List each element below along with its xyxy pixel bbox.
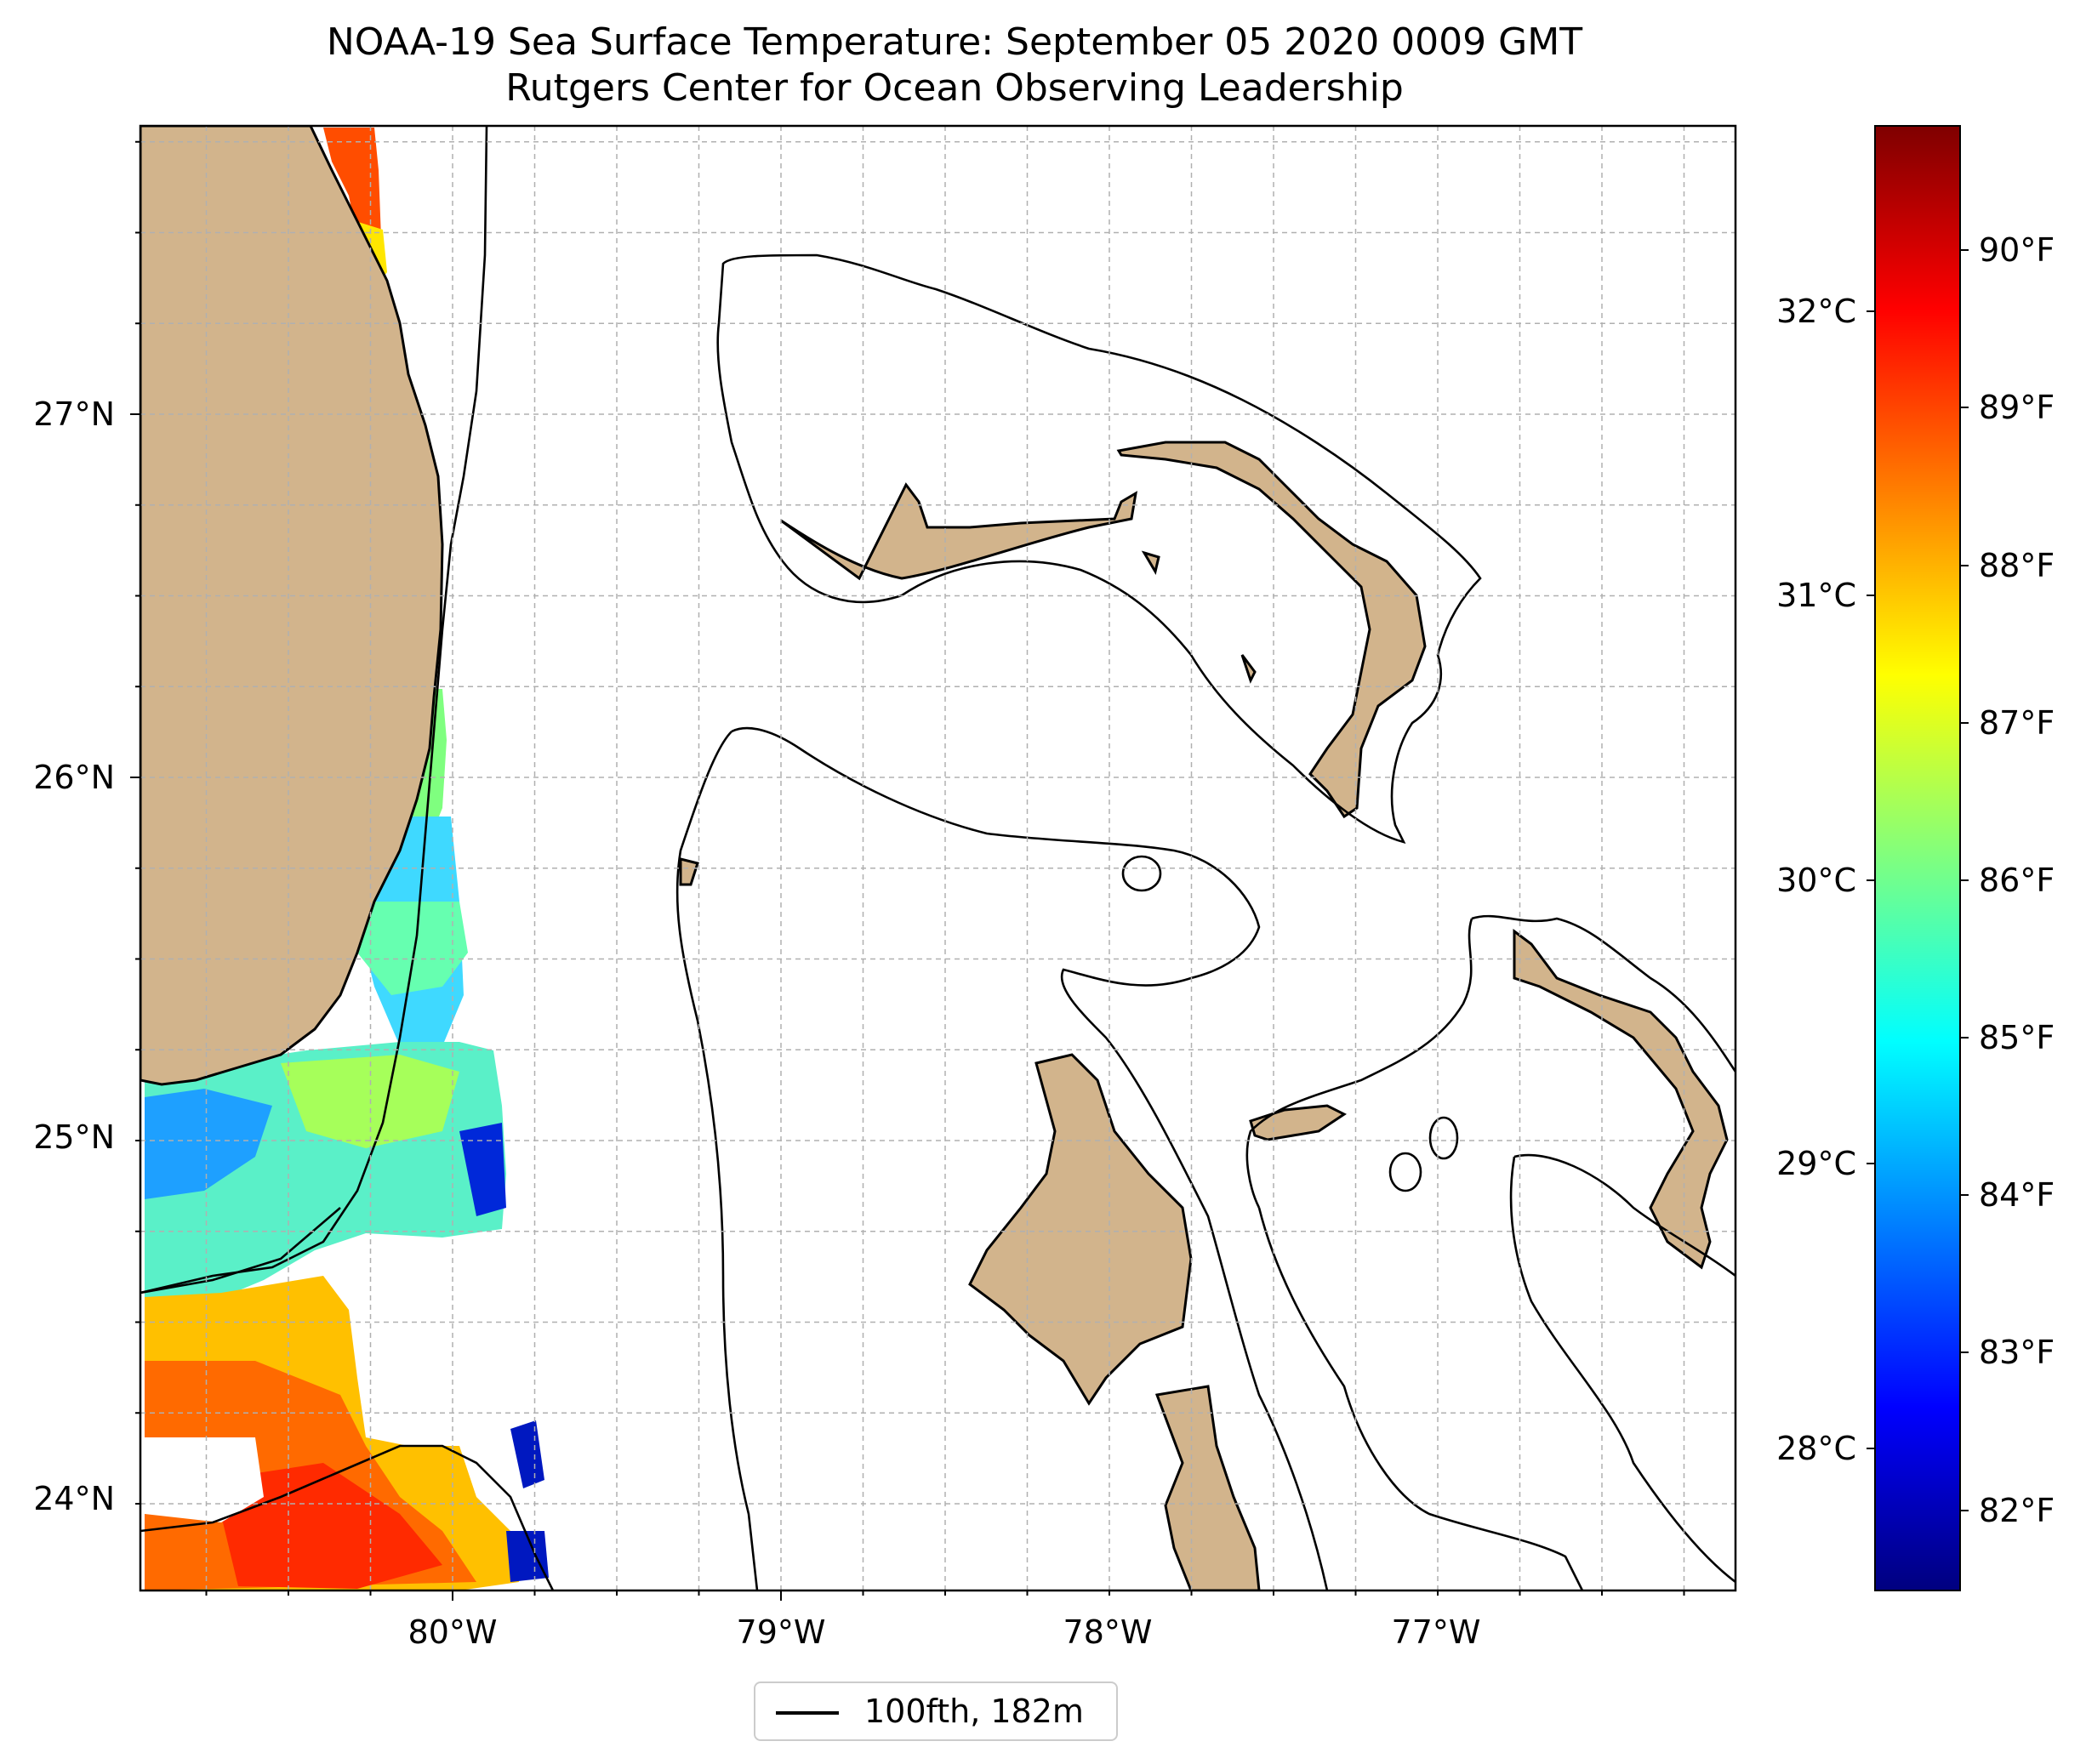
florida-keys-contour xyxy=(140,1207,341,1295)
florida-land xyxy=(140,126,444,1086)
fahrenheit-tick-label: 90°F xyxy=(1979,231,2055,269)
small-cay-2 xyxy=(1141,550,1160,575)
chart-title: NOAA-19 Sea Surface Temperature: Septemb… xyxy=(326,20,1583,64)
small-cay xyxy=(1240,654,1257,684)
colorbar-celsius-axis: 32°C 31°C 30°C 29°C 28°C xyxy=(1776,293,1875,1467)
legend-line-swatch xyxy=(776,1711,839,1715)
andros-island xyxy=(968,1053,1193,1406)
y-tick-label: 24°N xyxy=(33,1480,115,1517)
x-tick-label: 80°W xyxy=(408,1613,498,1651)
fahrenheit-tick-label: 84°F xyxy=(1979,1176,2055,1214)
exuma-sound-contour xyxy=(1509,1156,1735,1584)
y-tick-label: 26°N xyxy=(33,759,115,796)
x-tick-label: 78°W xyxy=(1063,1613,1153,1651)
fahrenheit-tick-label: 85°F xyxy=(1979,1019,2055,1056)
contour-ring-3 xyxy=(1121,855,1162,892)
gridlines xyxy=(140,126,1735,1590)
fahrenheit-tick-label: 89°F xyxy=(1979,389,2055,426)
eleuthera-north-contour xyxy=(1471,914,1735,1073)
celsius-tick-label: 32°C xyxy=(1776,293,1856,330)
sst-southeast-blue-patch xyxy=(506,1531,549,1582)
contour-ring-1 xyxy=(1388,1152,1422,1192)
sst-east-blue-patch xyxy=(510,1420,544,1488)
colorbar-fahrenheit-axis: 90°F 89°F 88°F 87°F 86°F 85°F 84°F 83°F … xyxy=(1960,231,2055,1529)
bimini-island xyxy=(679,857,699,886)
chart-subtitle: Rutgers Center for Ocean Observing Leade… xyxy=(505,66,1404,110)
fahrenheit-tick-label: 86°F xyxy=(1979,862,2055,899)
sst-keys-red xyxy=(213,1463,442,1589)
abaco-island xyxy=(1116,441,1427,819)
legend-label: 100fth, 182m xyxy=(864,1693,1084,1730)
straits-east-contour xyxy=(675,731,759,1590)
colorbar xyxy=(1874,125,1961,1591)
celsius-tick-label: 28°C xyxy=(1776,1430,1856,1467)
fahrenheit-tick-label: 83°F xyxy=(1979,1334,2055,1371)
y-tick-label: 25°N xyxy=(33,1118,115,1156)
y-tick-label: 27°N xyxy=(33,395,115,433)
sst-straits-blue xyxy=(145,1089,272,1199)
map-frame xyxy=(139,124,1737,1592)
little-bahama-bank-contour xyxy=(716,253,1482,844)
celsius-tick-label: 31°C xyxy=(1776,577,1856,614)
tongue-contour xyxy=(1245,918,1473,1209)
tick-marks xyxy=(130,140,1685,1601)
andros-south xyxy=(1154,1385,1261,1590)
eleuthera-island xyxy=(1513,929,1729,1270)
florida-shelf-contour xyxy=(140,126,488,1295)
fahrenheit-tick-label: 87°F xyxy=(1979,704,2055,742)
map-content xyxy=(140,126,1735,1590)
x-tick-label: 79°W xyxy=(737,1613,826,1651)
grand-bahama-island xyxy=(780,482,1138,581)
y-axis: 27°N 26°N 25°N 24°N xyxy=(33,395,115,1517)
exuma-north-contour xyxy=(1513,1153,1735,1277)
sst-straits-darkblue xyxy=(459,1123,506,1216)
great-bahama-bank-west-contour xyxy=(731,726,1329,1590)
contour-ring-2 xyxy=(1428,1116,1459,1160)
legend: 100fth, 182m xyxy=(754,1681,1118,1741)
celsius-tick-label: 30°C xyxy=(1776,862,1856,899)
tongue-south-contour xyxy=(1257,1207,1584,1590)
celsius-tick-label: 29°C xyxy=(1776,1145,1856,1182)
fahrenheit-tick-label: 82°F xyxy=(1979,1492,2055,1529)
keys-south-contour xyxy=(140,1444,555,1590)
bathymetry-contours xyxy=(140,126,1735,1590)
x-axis: 80°W 79°W 78°W 77°W xyxy=(408,1613,1481,1651)
sst-east-strip-mid xyxy=(357,902,468,995)
sst-cloud-gap xyxy=(145,1437,264,1522)
fahrenheit-tick-label: 88°F xyxy=(1979,547,2055,584)
bahamas-land xyxy=(679,441,1729,1590)
x-tick-label: 77°W xyxy=(1392,1613,1481,1651)
